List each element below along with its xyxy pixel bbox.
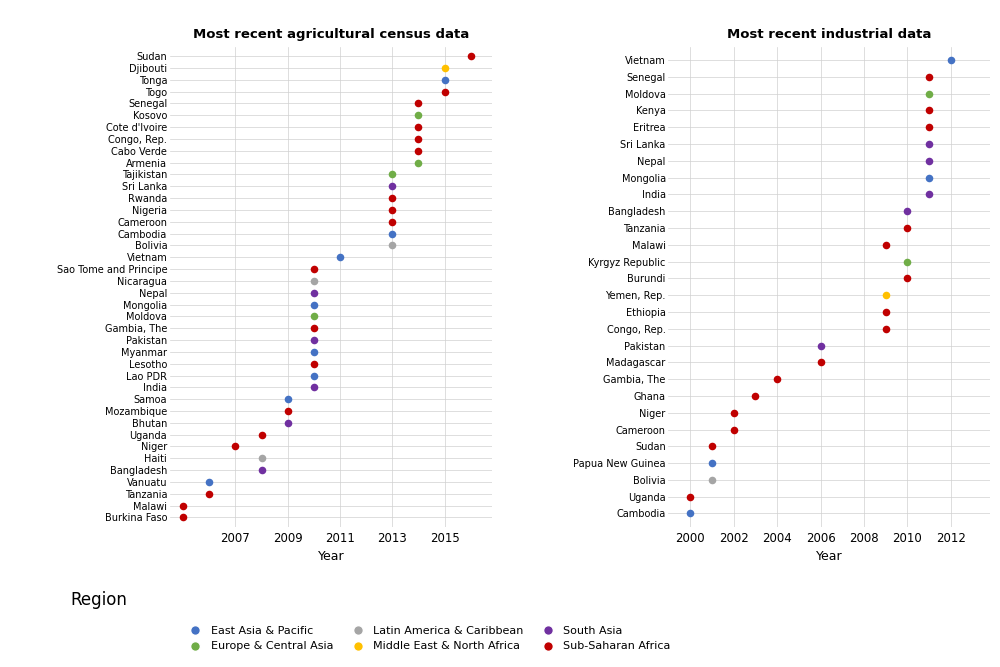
Point — [682, 508, 698, 519]
Point — [682, 492, 698, 502]
Point — [384, 216, 400, 227]
Point — [306, 358, 322, 369]
Point — [227, 441, 243, 452]
Point — [813, 340, 829, 351]
Point — [921, 189, 937, 200]
Point — [921, 122, 937, 133]
Point — [254, 430, 270, 440]
Point — [463, 51, 479, 61]
Point — [306, 299, 322, 310]
Point — [306, 287, 322, 298]
Point — [254, 453, 270, 464]
Point — [769, 374, 785, 384]
Point — [878, 239, 894, 250]
Point — [410, 122, 426, 133]
Point — [437, 63, 453, 73]
Point — [201, 488, 217, 499]
Title: Most recent agricultural census data: Most recent agricultural census data — [193, 29, 469, 41]
Point — [747, 391, 763, 402]
X-axis label: Year: Year — [816, 550, 843, 564]
Point — [280, 418, 296, 428]
Point — [726, 424, 742, 435]
Point — [332, 252, 348, 263]
Point — [306, 382, 322, 393]
Point — [921, 155, 937, 166]
Point — [437, 75, 453, 85]
Point — [899, 223, 915, 233]
Title: Most recent industrial data: Most recent industrial data — [727, 29, 931, 41]
Point — [384, 228, 400, 239]
Point — [878, 290, 894, 301]
Point — [899, 273, 915, 283]
Point — [384, 169, 400, 180]
Point — [437, 86, 453, 97]
Point — [704, 441, 720, 452]
Point — [175, 500, 191, 511]
Point — [306, 263, 322, 274]
Point — [899, 206, 915, 217]
Point — [878, 323, 894, 334]
Point — [306, 335, 322, 346]
Point — [306, 275, 322, 286]
Point — [306, 347, 322, 358]
Point — [280, 406, 296, 416]
Point — [921, 139, 937, 149]
Point — [201, 477, 217, 488]
Point — [899, 256, 915, 267]
Point — [384, 193, 400, 203]
Point — [306, 323, 322, 334]
X-axis label: Year: Year — [317, 550, 344, 564]
Point — [878, 307, 894, 317]
Legend: East Asia & Pacific, Europe & Central Asia, Latin America & Caribbean, Middle Ea: East Asia & Pacific, Europe & Central As… — [181, 622, 674, 655]
Point — [921, 71, 937, 82]
Point — [280, 394, 296, 404]
Text: Region: Region — [70, 592, 127, 609]
Point — [175, 512, 191, 523]
Point — [410, 98, 426, 109]
Point — [384, 205, 400, 215]
Point — [254, 465, 270, 476]
Point — [704, 458, 720, 468]
Point — [813, 357, 829, 368]
Point — [306, 370, 322, 381]
Point — [384, 181, 400, 191]
Point — [921, 88, 937, 99]
Point — [410, 110, 426, 121]
Point — [410, 157, 426, 168]
Point — [921, 172, 937, 183]
Point — [410, 133, 426, 144]
Point — [943, 55, 959, 65]
Point — [704, 475, 720, 486]
Point — [410, 145, 426, 156]
Point — [384, 240, 400, 251]
Point — [921, 105, 937, 116]
Point — [726, 408, 742, 418]
Point — [306, 311, 322, 321]
